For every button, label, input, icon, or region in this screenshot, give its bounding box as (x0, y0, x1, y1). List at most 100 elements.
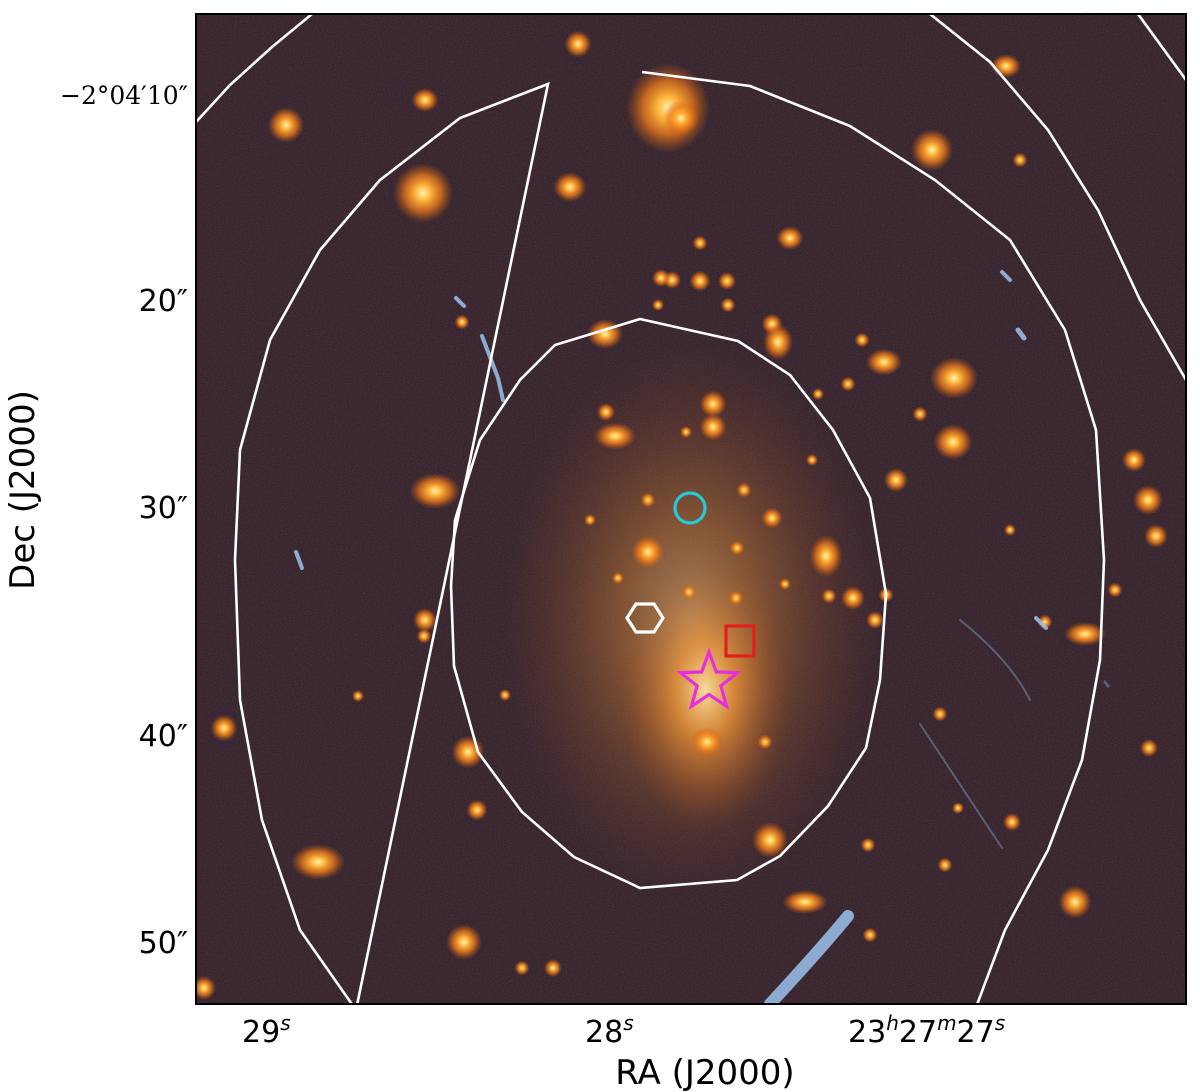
galaxy (952, 802, 964, 814)
galaxy (840, 376, 856, 392)
galaxy (499, 689, 511, 701)
galaxy (584, 514, 596, 526)
galaxy (841, 586, 865, 610)
lensed-arc (919, 723, 1003, 849)
galaxy (699, 413, 727, 441)
marker-square (724, 624, 756, 658)
markers (625, 491, 756, 711)
galaxy (689, 270, 711, 292)
y-tick-label: 50″ (139, 926, 188, 961)
galaxy (779, 578, 791, 590)
y-axis-label: Dec (J2000) (3, 390, 43, 590)
contours (196, 14, 1186, 1004)
lensed-arc (1103, 680, 1110, 688)
galaxies (196, 30, 1168, 1000)
galaxy (776, 226, 804, 250)
galaxy (1144, 524, 1168, 548)
x-tick-label: 23h27m27s (848, 1011, 1005, 1050)
galaxy (612, 572, 624, 584)
x-tick-label: 29s (242, 1011, 291, 1050)
lensed-arc (480, 334, 505, 402)
galaxy (728, 590, 744, 606)
galaxy (680, 426, 692, 438)
y-tick-label: −2°04′10″ (60, 81, 188, 110)
y-tick-label: 40″ (139, 719, 188, 754)
galaxy (268, 107, 304, 143)
galaxy (409, 473, 461, 509)
galaxy (553, 172, 587, 202)
galaxy (809, 535, 843, 577)
galaxy (884, 468, 908, 492)
galaxy (564, 30, 592, 58)
galaxy (544, 959, 562, 977)
y-tick-label: 30″ (139, 491, 188, 526)
galaxy (761, 507, 783, 529)
contour-line (233, 70, 1106, 1004)
galaxy (652, 299, 664, 311)
contour-line (196, 14, 1186, 381)
galaxy (692, 235, 708, 251)
galaxy (652, 269, 670, 287)
lensed-arc (959, 619, 1031, 701)
galaxy (1122, 448, 1146, 472)
galaxy (720, 297, 736, 313)
x-tick-label: 28s (585, 1011, 634, 1050)
y-tick-label: 20″ (139, 284, 188, 319)
galaxy (663, 100, 699, 136)
galaxy (862, 927, 878, 943)
galaxy (454, 314, 470, 330)
galaxy (933, 424, 973, 460)
galaxy (413, 608, 437, 632)
galaxy (991, 54, 1021, 78)
galaxy (757, 734, 773, 750)
marker-hexagon (625, 602, 665, 634)
sky-image (196, 14, 1186, 1004)
galaxy (763, 324, 793, 360)
galaxy (782, 890, 828, 914)
galaxy (1004, 524, 1016, 536)
galaxy (932, 706, 948, 722)
galaxy (937, 857, 953, 873)
galaxy (729, 540, 745, 556)
lensed-arc (1034, 616, 1048, 630)
galaxy (866, 348, 902, 376)
galaxy (1133, 485, 1163, 515)
marker-circle (673, 491, 707, 525)
galaxy (393, 163, 453, 223)
plot-frame (195, 13, 1187, 1005)
galaxy (690, 727, 724, 757)
marker-star (676, 647, 742, 711)
lensed-arc (294, 550, 304, 570)
galaxy (594, 422, 636, 450)
galaxy (1140, 739, 1158, 757)
galaxy (854, 332, 870, 348)
galaxy (860, 837, 876, 853)
galaxy (699, 390, 727, 418)
y-axis: −2°04′10″ 20″ 30″ 40″ 50″ Dec (J2000) (3, 81, 188, 961)
galaxy (930, 357, 978, 399)
galaxy (806, 454, 818, 466)
galaxy (1107, 582, 1123, 598)
galaxy (446, 924, 482, 960)
galaxy (640, 492, 656, 508)
lensed-arcs (294, 270, 1110, 1004)
galaxy (1003, 813, 1021, 831)
lensed-arc (1000, 270, 1012, 282)
galaxy (752, 822, 788, 858)
galaxy (812, 388, 824, 400)
galaxy (1064, 622, 1106, 646)
galaxy (210, 714, 238, 742)
x-axis-label: RA (J2000) (615, 1053, 794, 1092)
bcg-halo (620, 550, 790, 830)
galaxy (718, 272, 736, 290)
contour-line (1136, 14, 1186, 81)
galaxy (631, 535, 665, 569)
galaxy (196, 976, 216, 1000)
galaxy (352, 690, 364, 702)
galaxy (911, 129, 953, 171)
galaxy (821, 588, 837, 604)
contour-line (449, 317, 888, 890)
galaxy (1058, 885, 1092, 919)
lensed-arc (764, 910, 854, 1004)
